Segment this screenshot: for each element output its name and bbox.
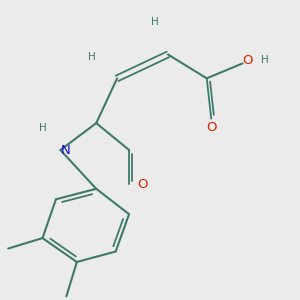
Text: H: H [261,56,269,65]
Text: N: N [61,143,71,157]
Text: O: O [242,54,252,67]
Text: O: O [206,121,217,134]
Text: H: H [88,52,96,62]
Text: H: H [39,123,46,133]
Text: H: H [151,16,158,27]
Text: O: O [137,178,148,191]
